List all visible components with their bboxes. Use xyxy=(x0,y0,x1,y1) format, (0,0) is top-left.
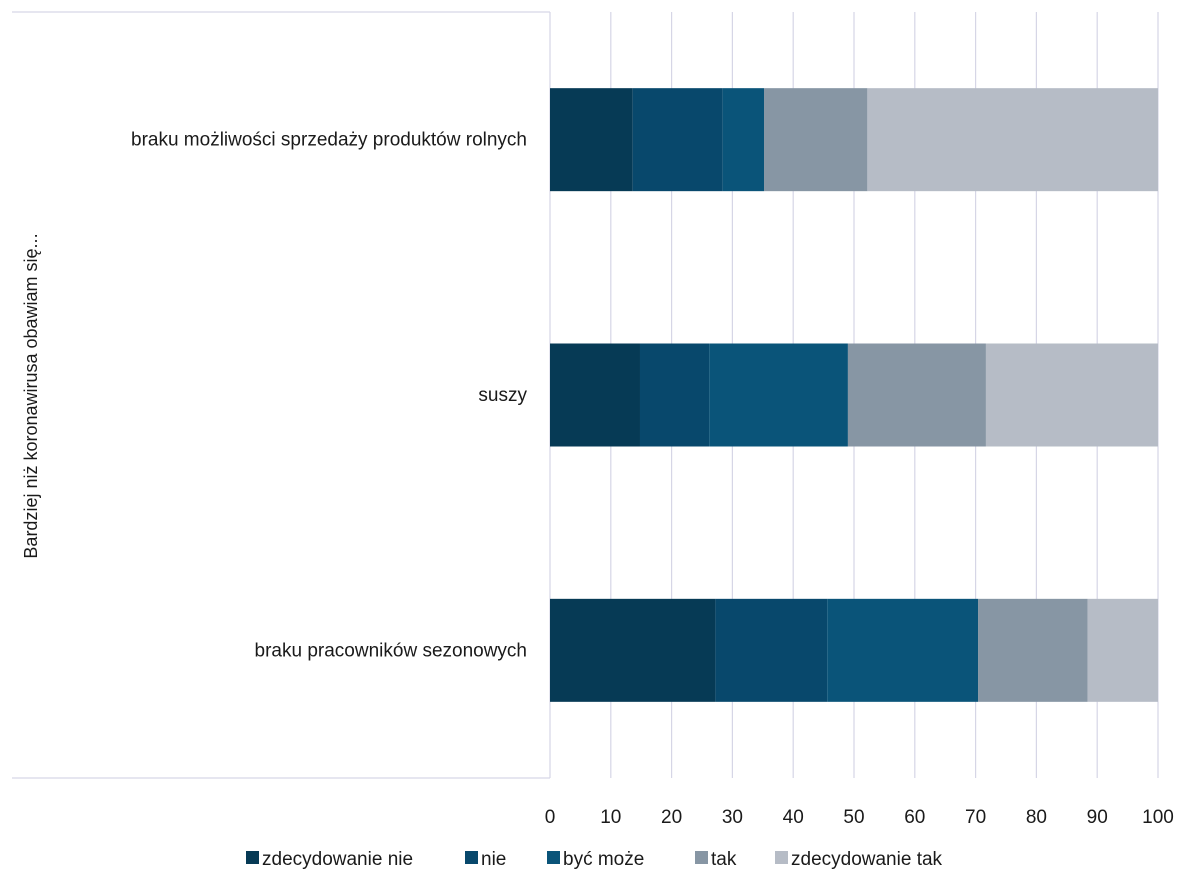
x-tick-label-70: 70 xyxy=(965,807,986,828)
bar-layer xyxy=(550,88,1158,702)
category-label-3: braku pracowników sezonowych xyxy=(255,640,527,661)
legend-label-5: zdecydowanie tak xyxy=(791,849,943,870)
x-tick-label-0: 0 xyxy=(545,807,556,828)
legend-item-3: być może xyxy=(547,849,644,870)
legend-swatch-4 xyxy=(695,851,708,864)
bar-segment-3-2 xyxy=(715,598,828,702)
x-tick-label-100: 100 xyxy=(1142,807,1174,828)
bar-segment-2-3 xyxy=(709,343,848,447)
bar-segment-3-3 xyxy=(827,598,979,702)
bar-segment-2-4 xyxy=(847,343,986,447)
x-tick-label-30: 30 xyxy=(722,807,743,828)
axis-layer xyxy=(12,11,550,779)
x-tick-label-40: 40 xyxy=(783,807,804,828)
bar-segment-1-3 xyxy=(722,88,765,192)
bar-segment-1-1 xyxy=(550,88,633,192)
label-layer: 0 10 20 30 40 50 60 70 80 90 100 braku możliwości s… xyxy=(131,130,1174,828)
x-tick-label-20: 20 xyxy=(661,807,682,828)
legend-item-5: zdecydowanie tak xyxy=(775,849,943,870)
x-tick-label-80: 80 xyxy=(1026,807,1047,828)
bar-segment-3-4 xyxy=(978,598,1088,702)
category-label-2: suszy xyxy=(478,385,527,406)
legend-swatch-5 xyxy=(775,851,788,864)
legend-label-1: zdecydowanie nie xyxy=(262,849,413,870)
legend-item-2: nie xyxy=(465,849,506,870)
bar-segment-2-5 xyxy=(985,343,1158,447)
category-label-1: braku możliwości sprzedaży produktów rol… xyxy=(131,130,527,151)
bar-segment-1-2 xyxy=(632,88,723,192)
legend-swatch-3 xyxy=(547,851,560,864)
legend: zdecydowanie nie nie być może tak zdecydowan… xyxy=(246,849,943,870)
x-tick-label-90: 90 xyxy=(1087,807,1108,828)
legend-swatch-2 xyxy=(465,851,478,864)
x-tick-label-50: 50 xyxy=(843,807,864,828)
bar-segment-3-1 xyxy=(550,598,716,702)
bar-segment-3-5 xyxy=(1087,598,1158,702)
y-axis-title: Bardziej niż koronawirusa obawiam się... xyxy=(21,233,41,558)
legend-label-3: być może xyxy=(563,849,644,870)
legend-label-4: tak xyxy=(711,849,737,870)
bar-segment-2-2 xyxy=(639,343,710,447)
bar-segment-1-5 xyxy=(867,88,1158,192)
legend-swatch-1 xyxy=(246,851,259,864)
legend-item-4: tak xyxy=(695,849,737,870)
bar-segment-2-1 xyxy=(550,343,640,447)
x-tick-label-10: 10 xyxy=(600,807,621,828)
legend-label-2: nie xyxy=(481,849,506,870)
legend-item-1: zdecydowanie nie xyxy=(246,849,413,870)
bar-segment-1-4 xyxy=(764,88,868,192)
x-tick-label-60: 60 xyxy=(904,807,925,828)
